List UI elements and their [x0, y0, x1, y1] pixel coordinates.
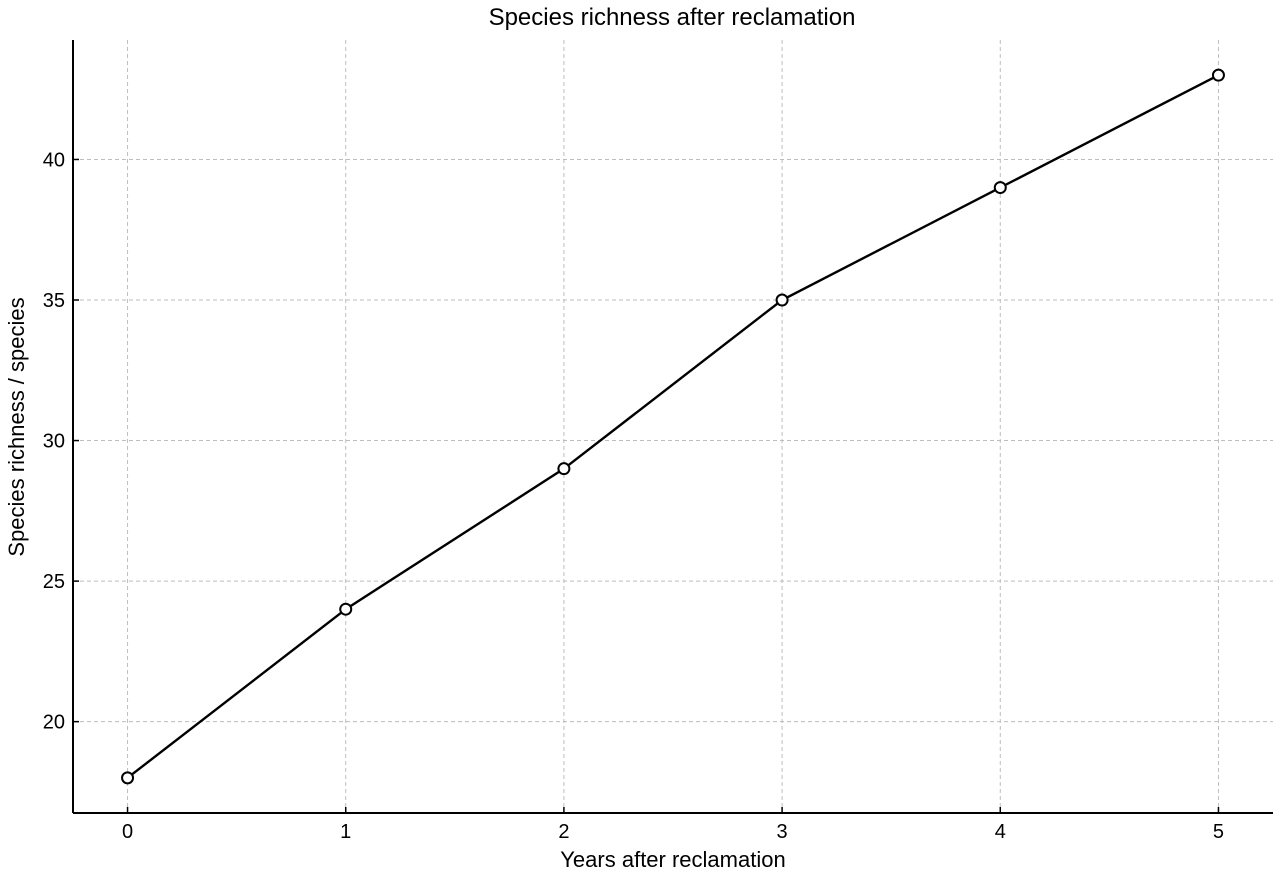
y-tick-label-3: 35 — [43, 290, 65, 312]
data-point-0-0 — [121, 771, 135, 785]
y-tick-label-0: 20 — [43, 712, 65, 734]
x-tick-label-1: 1 — [340, 821, 351, 843]
data-point-0-2 — [557, 462, 571, 476]
data-point-0-4 — [993, 181, 1007, 195]
x-tick-label-2: 2 — [558, 821, 569, 843]
y-tick-label-1: 25 — [43, 571, 65, 593]
grid-layer — [73, 40, 1273, 813]
x-tick-label-3: 3 — [777, 821, 788, 843]
ticks-layer: 0 1 2 3 4 5 20 25 30 35 40 — [43, 149, 1224, 843]
x-tick-label-4: 4 — [995, 821, 1006, 843]
axes-layer — [72, 40, 1273, 814]
series-layer — [121, 68, 1225, 785]
y-axis-title: Species richness / species — [4, 297, 29, 556]
chart-title: Species richness after reclamation — [489, 4, 856, 31]
x-tick-label-5: 5 — [1213, 821, 1224, 843]
data-point-0-3 — [775, 293, 789, 307]
x-axis-title: Years after reclamation — [560, 847, 785, 872]
y-tick-label-4: 40 — [43, 149, 65, 171]
data-point-0-1 — [339, 602, 353, 616]
series-line-0 — [126, 74, 1219, 779]
y-tick-label-2: 30 — [43, 431, 65, 453]
data-point-0-5 — [1211, 68, 1225, 82]
x-tick-label-0: 0 — [122, 821, 133, 843]
